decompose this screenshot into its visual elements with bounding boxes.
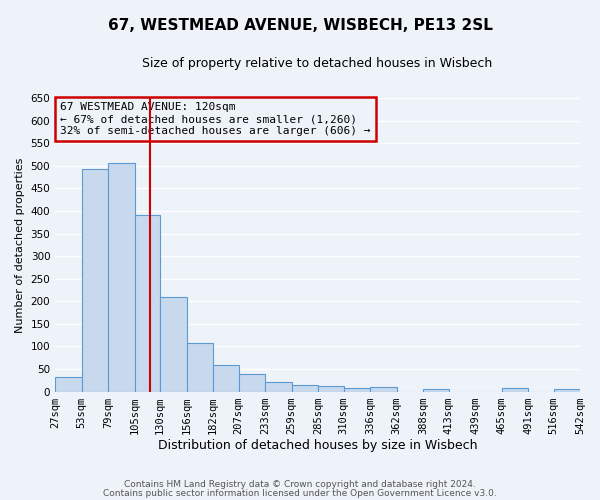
Bar: [187, 344, 213, 392]
Bar: [318, 386, 344, 392]
Text: Contains HM Land Registry data © Crown copyright and database right 2024.: Contains HM Land Registry data © Crown c…: [124, 480, 476, 489]
Bar: [239, 374, 265, 392]
Bar: [423, 390, 449, 392]
Bar: [265, 382, 292, 392]
X-axis label: Distribution of detached houses by size in Wisbech: Distribution of detached houses by size …: [158, 440, 478, 452]
Bar: [55, 377, 82, 392]
Title: Size of property relative to detached houses in Wisbech: Size of property relative to detached ho…: [142, 58, 493, 70]
Bar: [213, 365, 239, 392]
Bar: [292, 385, 318, 392]
Bar: [134, 216, 160, 392]
Bar: [554, 390, 580, 392]
Bar: [108, 163, 134, 392]
Text: 67, WESTMEAD AVENUE, WISBECH, PE13 2SL: 67, WESTMEAD AVENUE, WISBECH, PE13 2SL: [107, 18, 493, 32]
Text: Contains public sector information licensed under the Open Government Licence v3: Contains public sector information licen…: [103, 490, 497, 498]
Y-axis label: Number of detached properties: Number of detached properties: [15, 157, 25, 332]
Bar: [160, 297, 187, 392]
Bar: [370, 387, 397, 392]
Bar: [344, 388, 370, 392]
Text: 67 WESTMEAD AVENUE: 120sqm
← 67% of detached houses are smaller (1,260)
32% of s: 67 WESTMEAD AVENUE: 120sqm ← 67% of deta…: [61, 102, 371, 136]
Bar: [502, 388, 528, 392]
Bar: [82, 169, 108, 392]
